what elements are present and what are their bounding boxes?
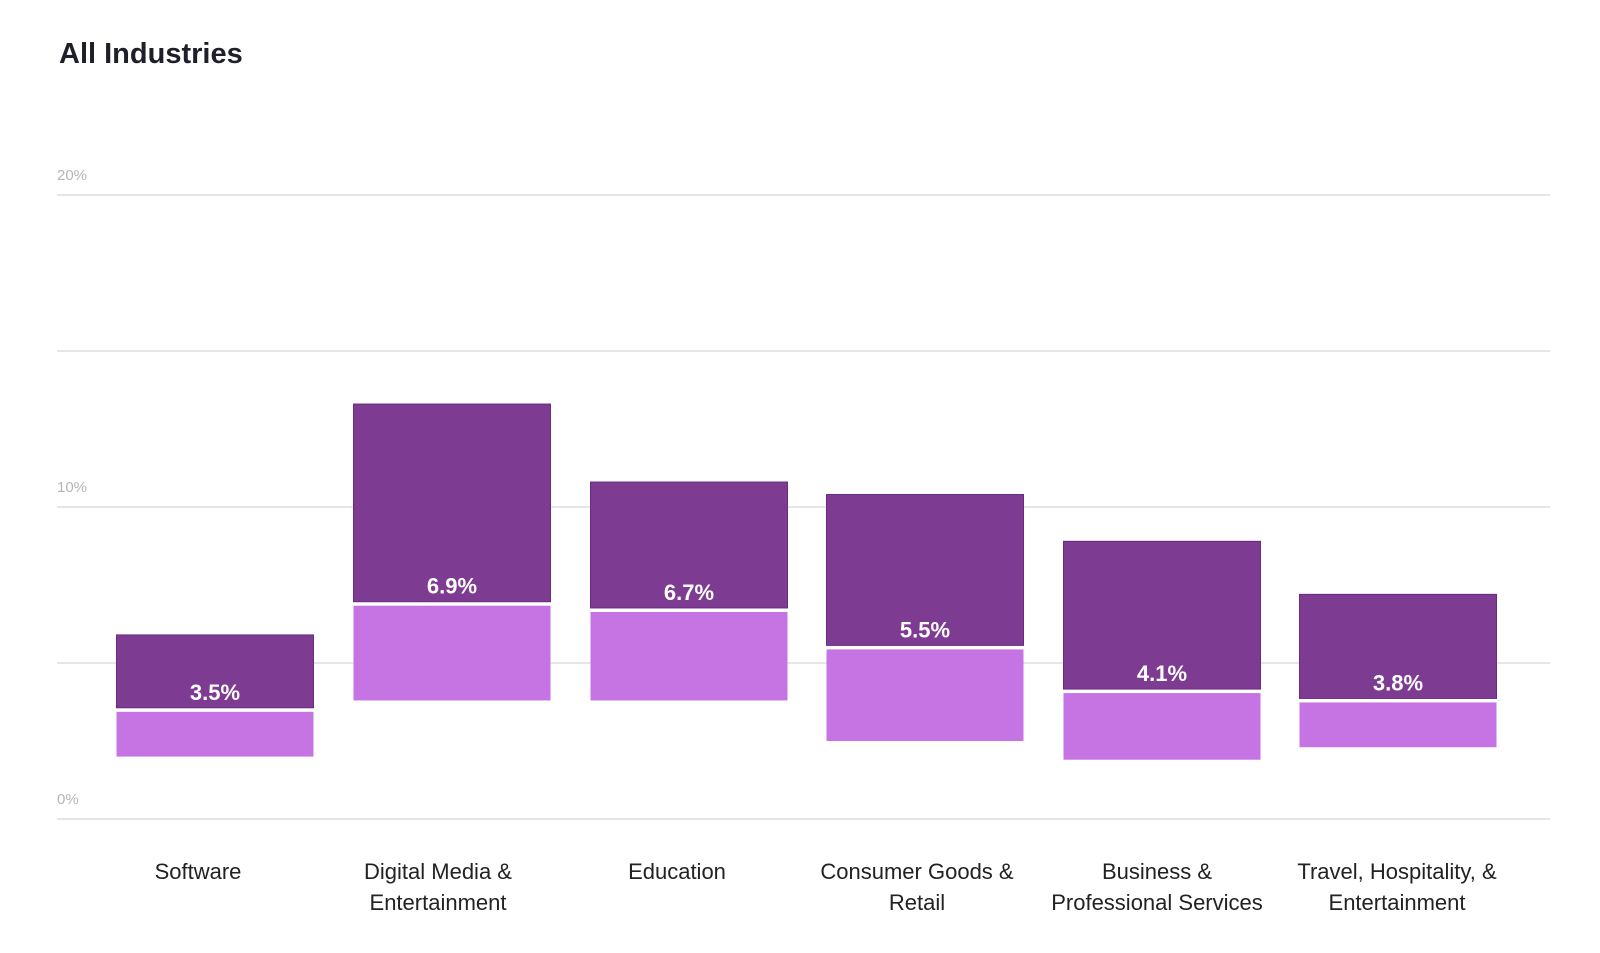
- data-label: 4.1%: [1137, 661, 1187, 686]
- y-tick-label: 10%: [57, 479, 87, 496]
- x-tick-label: Entertainment: [370, 890, 507, 915]
- y-tick-label: 0%: [57, 791, 79, 808]
- x-tick-label: Software: [155, 859, 242, 884]
- bar-upper-range: [1299, 593, 1497, 699]
- bar-lower-range: [1063, 693, 1261, 760]
- bar-upper-range: [353, 403, 551, 603]
- bar-lower-range: [1299, 702, 1497, 748]
- x-tick-label: Digital Media &: [364, 859, 512, 884]
- x-tick-label: Consumer Goods &: [820, 859, 1014, 884]
- data-label: 6.7%: [664, 580, 714, 605]
- data-label: 3.5%: [190, 680, 240, 705]
- x-tick-label: Business &: [1102, 859, 1212, 884]
- x-tick-label: Travel, Hospitality, &: [1297, 859, 1497, 884]
- bar-upper-range: [1063, 540, 1261, 690]
- bar-upper-range: [826, 494, 1024, 646]
- x-tick-label: Retail: [889, 890, 945, 915]
- bar-lower-range: [826, 649, 1024, 741]
- y-tick-label: 20%: [57, 167, 87, 184]
- bar-lower-range: [116, 711, 314, 757]
- data-label: 5.5%: [900, 617, 950, 642]
- bar-lower-range: [590, 611, 788, 701]
- data-label: 3.8%: [1373, 670, 1423, 695]
- x-tick-label: Education: [628, 859, 726, 884]
- chart-title: All Industries: [59, 38, 243, 70]
- data-label: 6.9%: [427, 574, 477, 599]
- bar-lower-range: [353, 605, 551, 701]
- bar-upper-range: [116, 634, 314, 709]
- x-tick-label: Entertainment: [1329, 890, 1466, 915]
- x-tick-label: Professional Services: [1051, 890, 1263, 915]
- bar-upper-range: [590, 481, 788, 609]
